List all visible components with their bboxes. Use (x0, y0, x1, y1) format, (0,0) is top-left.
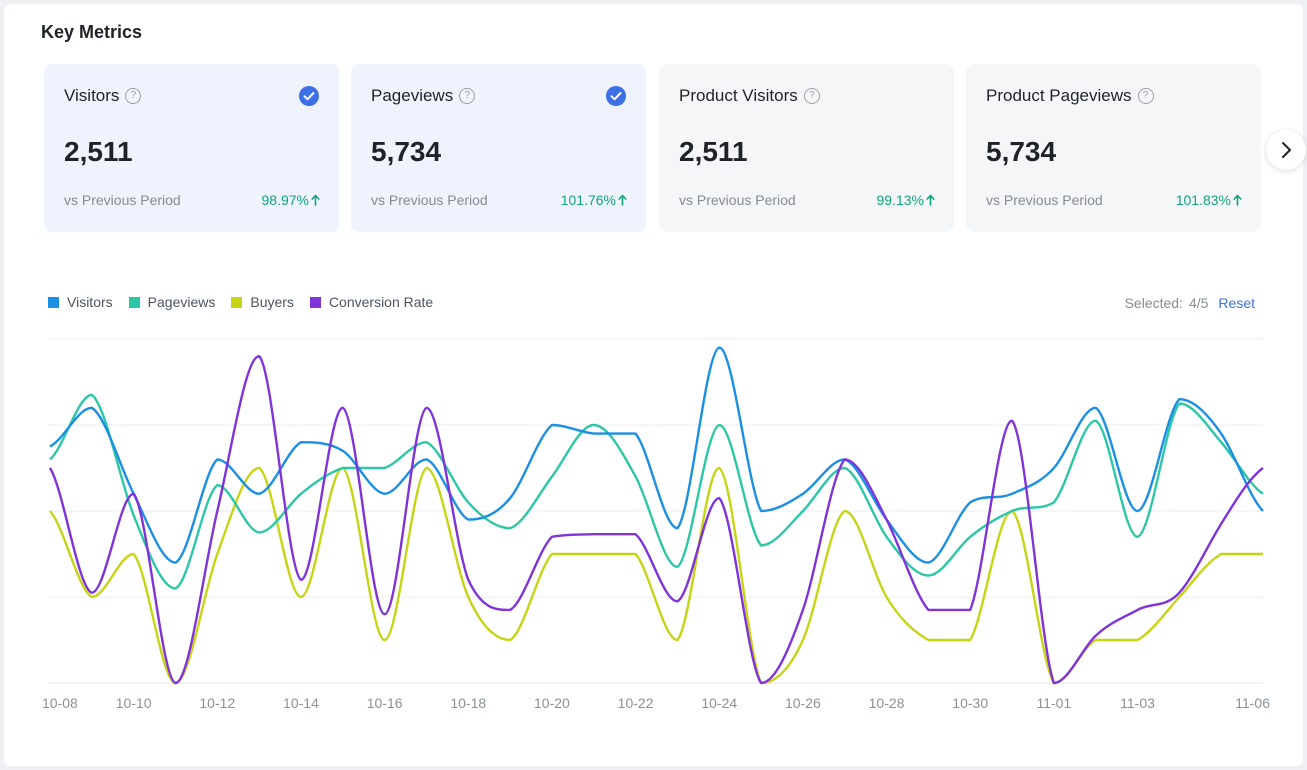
question-circle-icon[interactable]: ? (125, 88, 142, 104)
x-tick-label: 10-30 (952, 695, 988, 711)
metric-change: 99.13% (877, 192, 935, 208)
question-circle-icon[interactable]: ? (459, 88, 476, 104)
metric-change: 98.97% (262, 192, 320, 208)
series-line-buyers[interactable] (49, 466, 1263, 685)
arrow-up-icon (618, 194, 627, 206)
x-tick-label: 10-10 (116, 695, 152, 711)
metric-card-product-pageviews[interactable]: Product Pageviews? 5,734 vs Previous Perio… (966, 64, 1261, 232)
series-line-pageviews[interactable] (49, 393, 1264, 590)
metric-change: 101.76% (561, 192, 627, 208)
metric-value: 2,511 (679, 136, 748, 167)
legend-item-visitors[interactable]: Visitors (48, 294, 113, 310)
metric-value: 5,734 (371, 136, 442, 167)
legend-item-pageviews[interactable]: Pageviews (128, 294, 216, 310)
metric-compare-label: vs Previous Period (64, 192, 181, 208)
x-tick-label: 10-12 (199, 695, 235, 711)
x-tick-label: 11-03 (1120, 695, 1155, 711)
x-tick-label: 10-26 (785, 695, 821, 711)
metric-label: Product Pageviews? (986, 86, 1154, 106)
metric-label: Pageviews? (371, 86, 476, 106)
metric-label-text: Product Visitors (679, 86, 798, 105)
reset-button[interactable]: Reset (1218, 295, 1255, 311)
chart-legend: Visitors Pageviews Buyers Conversion Rate (48, 294, 449, 310)
metric-card-pageviews[interactable]: Pageviews? 5,734 vs Previous Period 101.76% (351, 64, 646, 232)
legend-label: Buyers (250, 294, 294, 310)
x-tick-label: 10-24 (701, 695, 737, 711)
metric-value: 2,511 (64, 136, 133, 167)
arrow-up-icon (1233, 194, 1242, 206)
metric-label-text: Visitors (64, 86, 120, 105)
x-tick-label: 10-28 (869, 695, 905, 711)
check-circle-icon (299, 86, 319, 106)
x-tick-label: 10-16 (367, 695, 403, 711)
metric-compare-label: vs Previous Period (679, 192, 796, 208)
page-title: Key Metrics (41, 22, 143, 42)
next-cards-button[interactable] (1266, 130, 1306, 170)
legend-item-conversion-rate[interactable]: Conversion Rate (309, 294, 434, 310)
check-circle-icon (606, 86, 626, 106)
x-tick-label: 10-08 (42, 695, 78, 711)
legend-swatch (309, 296, 321, 308)
legend-label: Pageviews (147, 294, 216, 310)
metric-change-value: 101.83% (1175, 192, 1231, 208)
metric-label: Product Visitors? (679, 86, 820, 106)
arrow-up-icon (926, 194, 935, 206)
legend-swatch (231, 296, 243, 308)
metric-label: Visitors? (64, 86, 142, 106)
x-tick-label: 10-22 (618, 695, 654, 711)
series-line-conversion-rate[interactable] (48, 355, 1264, 685)
legend-swatch (128, 296, 140, 308)
question-circle-icon[interactable]: ? (803, 88, 820, 104)
selection-info: Selected: 4/5 Reset (1125, 295, 1255, 311)
question-circle-icon[interactable]: ? (1137, 88, 1154, 104)
arrow-up-icon (311, 194, 320, 206)
metric-change: 101.83% (1176, 192, 1242, 208)
series-line-visitors[interactable] (49, 346, 1264, 564)
x-tick-label: 11-06 (1235, 695, 1270, 711)
x-tick-label: 10-14 (283, 695, 319, 711)
metric-card-product-visitors[interactable]: Product Visitors? 2,511 vs Previous Period… (659, 64, 954, 232)
legend-label: Visitors (67, 294, 113, 310)
metric-change-value: 99.13% (876, 192, 924, 208)
metric-compare-label: vs Previous Period (371, 192, 488, 208)
metric-value: 5,734 (986, 136, 1057, 167)
x-tick-label: 11-01 (1036, 695, 1071, 711)
metric-change-value: 101.76% (560, 192, 616, 208)
metric-label-text: Product Pageviews (986, 86, 1132, 105)
legend-label: Conversion Rate (328, 294, 434, 310)
metric-label-text: Pageviews (371, 86, 454, 105)
legend-swatch (48, 296, 59, 308)
metric-compare-label: vs Previous Period (986, 192, 1103, 208)
x-tick-label: 10-18 (450, 695, 486, 711)
chevron-right-icon (1282, 142, 1291, 158)
metric-card-visitors[interactable]: Visitors? 2,511 vs Previous Period 98.97% (44, 64, 339, 232)
legend-item-buyers[interactable]: Buyers (231, 294, 294, 310)
x-tick-label: 10-20 (534, 695, 570, 711)
metric-change-value: 98.97% (261, 192, 309, 208)
selected-count: 4/5 (1188, 295, 1209, 311)
selected-label: Selected: (1124, 295, 1183, 311)
